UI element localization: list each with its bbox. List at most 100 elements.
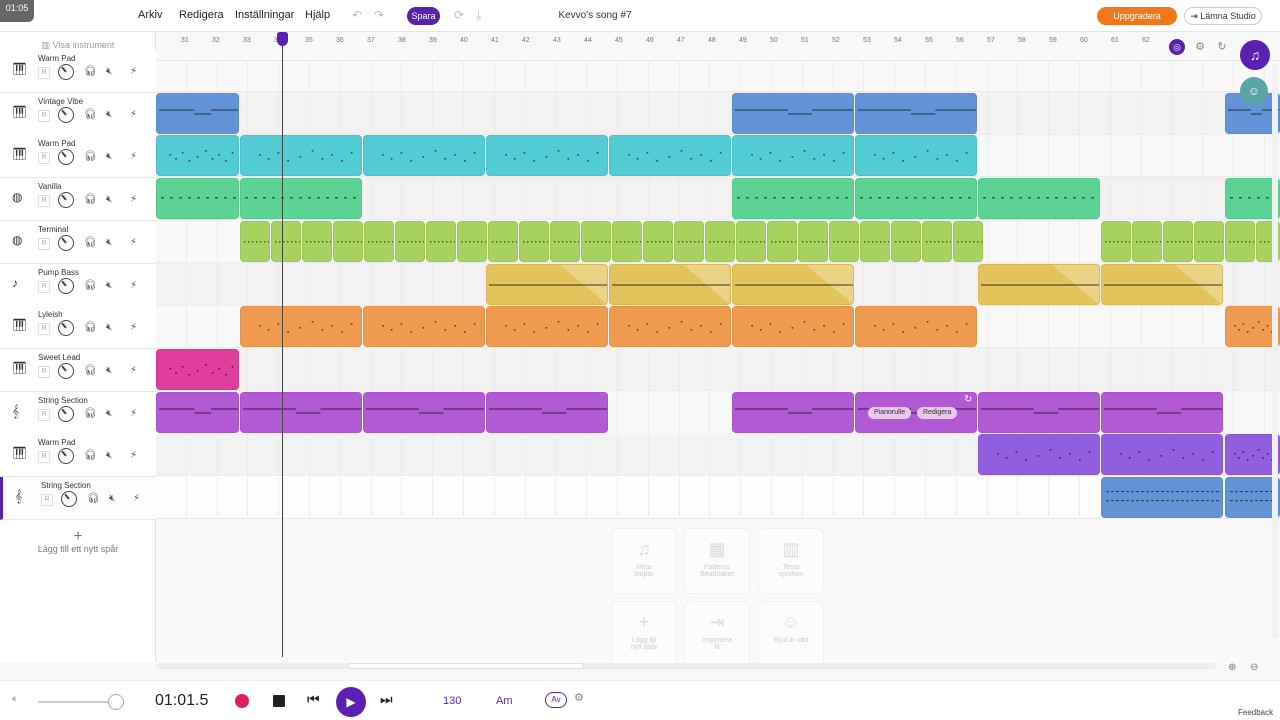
audio-clip[interactable] xyxy=(1101,391,1223,433)
record-arm-button[interactable]: R xyxy=(38,280,50,293)
audio-clip[interactable] xyxy=(609,263,731,305)
record-arm-button[interactable]: R xyxy=(38,109,50,122)
audio-clip[interactable] xyxy=(550,220,580,262)
audio-clip[interactable] xyxy=(488,220,518,262)
record-arm-button[interactable]: R xyxy=(38,365,50,378)
track-header[interactable]: 🎹︎ Lyleish R 🎧︎ 🔇︎ ⚡︎ xyxy=(0,306,156,350)
effects-icon[interactable]: ⚡︎ xyxy=(130,364,138,376)
audio-clip[interactable] xyxy=(486,391,608,433)
audio-clip[interactable] xyxy=(978,391,1100,433)
audio-clip[interactable] xyxy=(519,220,549,262)
audio-clip[interactable] xyxy=(732,263,854,305)
audio-clip[interactable] xyxy=(732,306,854,348)
audio-clip[interactable] xyxy=(1101,220,1131,262)
audio-clip[interactable] xyxy=(736,220,766,262)
track-header[interactable]: 🎹︎ Warm Pad R 🎧︎ 🔇︎ ⚡︎ xyxy=(0,50,156,93)
mute-icon[interactable]: 🔇︎ xyxy=(106,236,113,248)
feedback-link[interactable]: Feedback xyxy=(1238,708,1274,717)
volume-knob[interactable] xyxy=(58,149,74,166)
audio-clip[interactable] xyxy=(953,220,983,262)
audio-clip[interactable] xyxy=(978,434,1100,476)
quick-action-tile[interactable]: ▥ Testa synthen xyxy=(758,528,824,594)
track-header[interactable]: 𝄞 String Section R 🎧︎ 🔇︎ ⚡︎ xyxy=(0,477,156,520)
volume-knob[interactable] xyxy=(58,64,74,80)
collaborators-icon[interactable]: ☺ xyxy=(1240,77,1268,105)
headphones-icon[interactable]: 🎧︎ xyxy=(84,279,97,291)
audio-clip[interactable] xyxy=(240,178,362,220)
play-button[interactable]: ▶ xyxy=(336,687,366,717)
track-header[interactable]: ♪ Pump Bass R 🎧︎ 🔇︎ ⚡︎ xyxy=(0,263,156,307)
headphones-monitor-icon[interactable]: ◎ xyxy=(1169,39,1185,55)
audio-clip[interactable] xyxy=(609,135,731,177)
effects-icon[interactable]: ⚡︎ xyxy=(130,194,138,206)
track-header[interactable]: 🎹︎ Sweet Lead R 🎧︎ 🔇︎ ⚡︎ xyxy=(0,348,156,392)
audio-clip[interactable] xyxy=(156,178,239,220)
track-name[interactable]: Warm Pad xyxy=(38,54,76,63)
metronome-toggle[interactable]: Av xyxy=(545,692,567,708)
track-name[interactable]: Vanilla xyxy=(38,182,62,192)
tempo-display[interactable]: 130 xyxy=(443,695,462,707)
audio-clip[interactable] xyxy=(732,135,854,177)
menu-edit[interactable]: Redigera xyxy=(179,9,224,21)
volume-knob[interactable] xyxy=(58,320,74,337)
mute-icon[interactable]: 🔇︎ xyxy=(106,407,113,419)
volume-knob[interactable] xyxy=(58,448,74,465)
track-name[interactable]: Warm Pad xyxy=(38,139,76,149)
effects-icon[interactable]: ⚡︎ xyxy=(133,493,141,504)
effects-icon[interactable]: ⚡︎ xyxy=(130,236,138,248)
track-name[interactable]: Lyleish xyxy=(38,310,63,320)
leave-studio-button[interactable]: ⇥ Lämna Studio xyxy=(1184,7,1262,25)
headphones-icon[interactable]: 🎧︎ xyxy=(84,108,97,120)
headphones-icon[interactable]: 🎧︎ xyxy=(84,151,97,163)
mute-icon[interactable]: 🔇︎ xyxy=(106,194,113,206)
headphones-icon[interactable]: 🎧︎ xyxy=(84,66,97,77)
track-name[interactable]: String Section xyxy=(41,481,91,490)
vertical-scrollbar[interactable] xyxy=(1272,64,1278,639)
menu-help[interactable]: Hjälp xyxy=(305,9,331,21)
mute-icon[interactable]: 🔇︎ xyxy=(109,493,116,504)
timeline-ruler[interactable]: 3132333435363738394041424344454647484950… xyxy=(156,32,1280,61)
headphones-icon[interactable]: 🎧︎ xyxy=(84,364,97,376)
audio-clip[interactable] xyxy=(240,135,362,177)
volume-icon[interactable]: 🔈︎ xyxy=(12,693,19,705)
mute-icon[interactable]: 🔇︎ xyxy=(106,364,113,376)
track-header[interactable]: 𝄞 String Section R 🎧︎ 🔇︎ ⚡︎ xyxy=(0,391,156,435)
audio-clip[interactable] xyxy=(1101,477,1223,518)
refresh-icon[interactable]: ⟳ xyxy=(454,8,465,22)
headphones-icon[interactable]: 🎧︎ xyxy=(84,236,97,248)
audio-clip[interactable] xyxy=(860,220,890,262)
audio-clip[interactable] xyxy=(364,220,394,262)
audio-clip[interactable] xyxy=(486,135,608,177)
undo-icon[interactable]: ↶ xyxy=(352,8,363,22)
save-button[interactable]: Spara xyxy=(407,7,440,25)
track-lane[interactable] xyxy=(156,220,1280,263)
effects-icon[interactable]: ⚡︎ xyxy=(130,66,138,77)
audio-clip[interactable] xyxy=(767,220,797,262)
track-name[interactable]: Pump Bass xyxy=(38,267,79,277)
quick-action-tile[interactable]: ☺ Bjud in vän xyxy=(758,601,824,667)
audio-clip[interactable] xyxy=(1101,434,1223,476)
mute-icon[interactable]: 🔇︎ xyxy=(106,108,113,120)
audio-clip[interactable] xyxy=(1163,220,1193,262)
show-instruments-toggle[interactable]: ▥ Visa instrument xyxy=(0,40,156,51)
audio-clip[interactable] xyxy=(732,178,854,220)
audio-clip[interactable] xyxy=(978,178,1100,220)
audio-clip[interactable] xyxy=(1225,220,1255,262)
effects-icon[interactable]: ⚡︎ xyxy=(130,407,138,419)
metronome-settings-icon[interactable]: ⚙ xyxy=(574,692,584,704)
quick-action-tile[interactable]: ♫ Hitta loopar xyxy=(611,528,677,594)
download-icon[interactable]: ⤓ xyxy=(476,8,482,22)
track-lane[interactable] xyxy=(156,91,1280,135)
audio-clip[interactable] xyxy=(705,220,735,262)
audio-clip[interactable] xyxy=(612,220,642,262)
record-arm-button[interactable]: R xyxy=(41,494,53,506)
audio-clip[interactable] xyxy=(156,92,239,134)
track-header[interactable]: ◍ Vanilla R 🎧︎ 🔇︎ ⚡︎ xyxy=(0,178,156,222)
audio-clip[interactable] xyxy=(333,220,363,262)
track-header[interactable]: 🎹︎ Vintage Vibe R 🎧︎ 🔇︎ ⚡︎ xyxy=(0,92,156,136)
audio-clip[interactable] xyxy=(363,391,485,433)
audio-clip[interactable] xyxy=(732,391,854,433)
audio-clip[interactable] xyxy=(1194,220,1224,262)
audio-clip[interactable] xyxy=(302,220,332,262)
audio-clip[interactable] xyxy=(486,306,608,348)
